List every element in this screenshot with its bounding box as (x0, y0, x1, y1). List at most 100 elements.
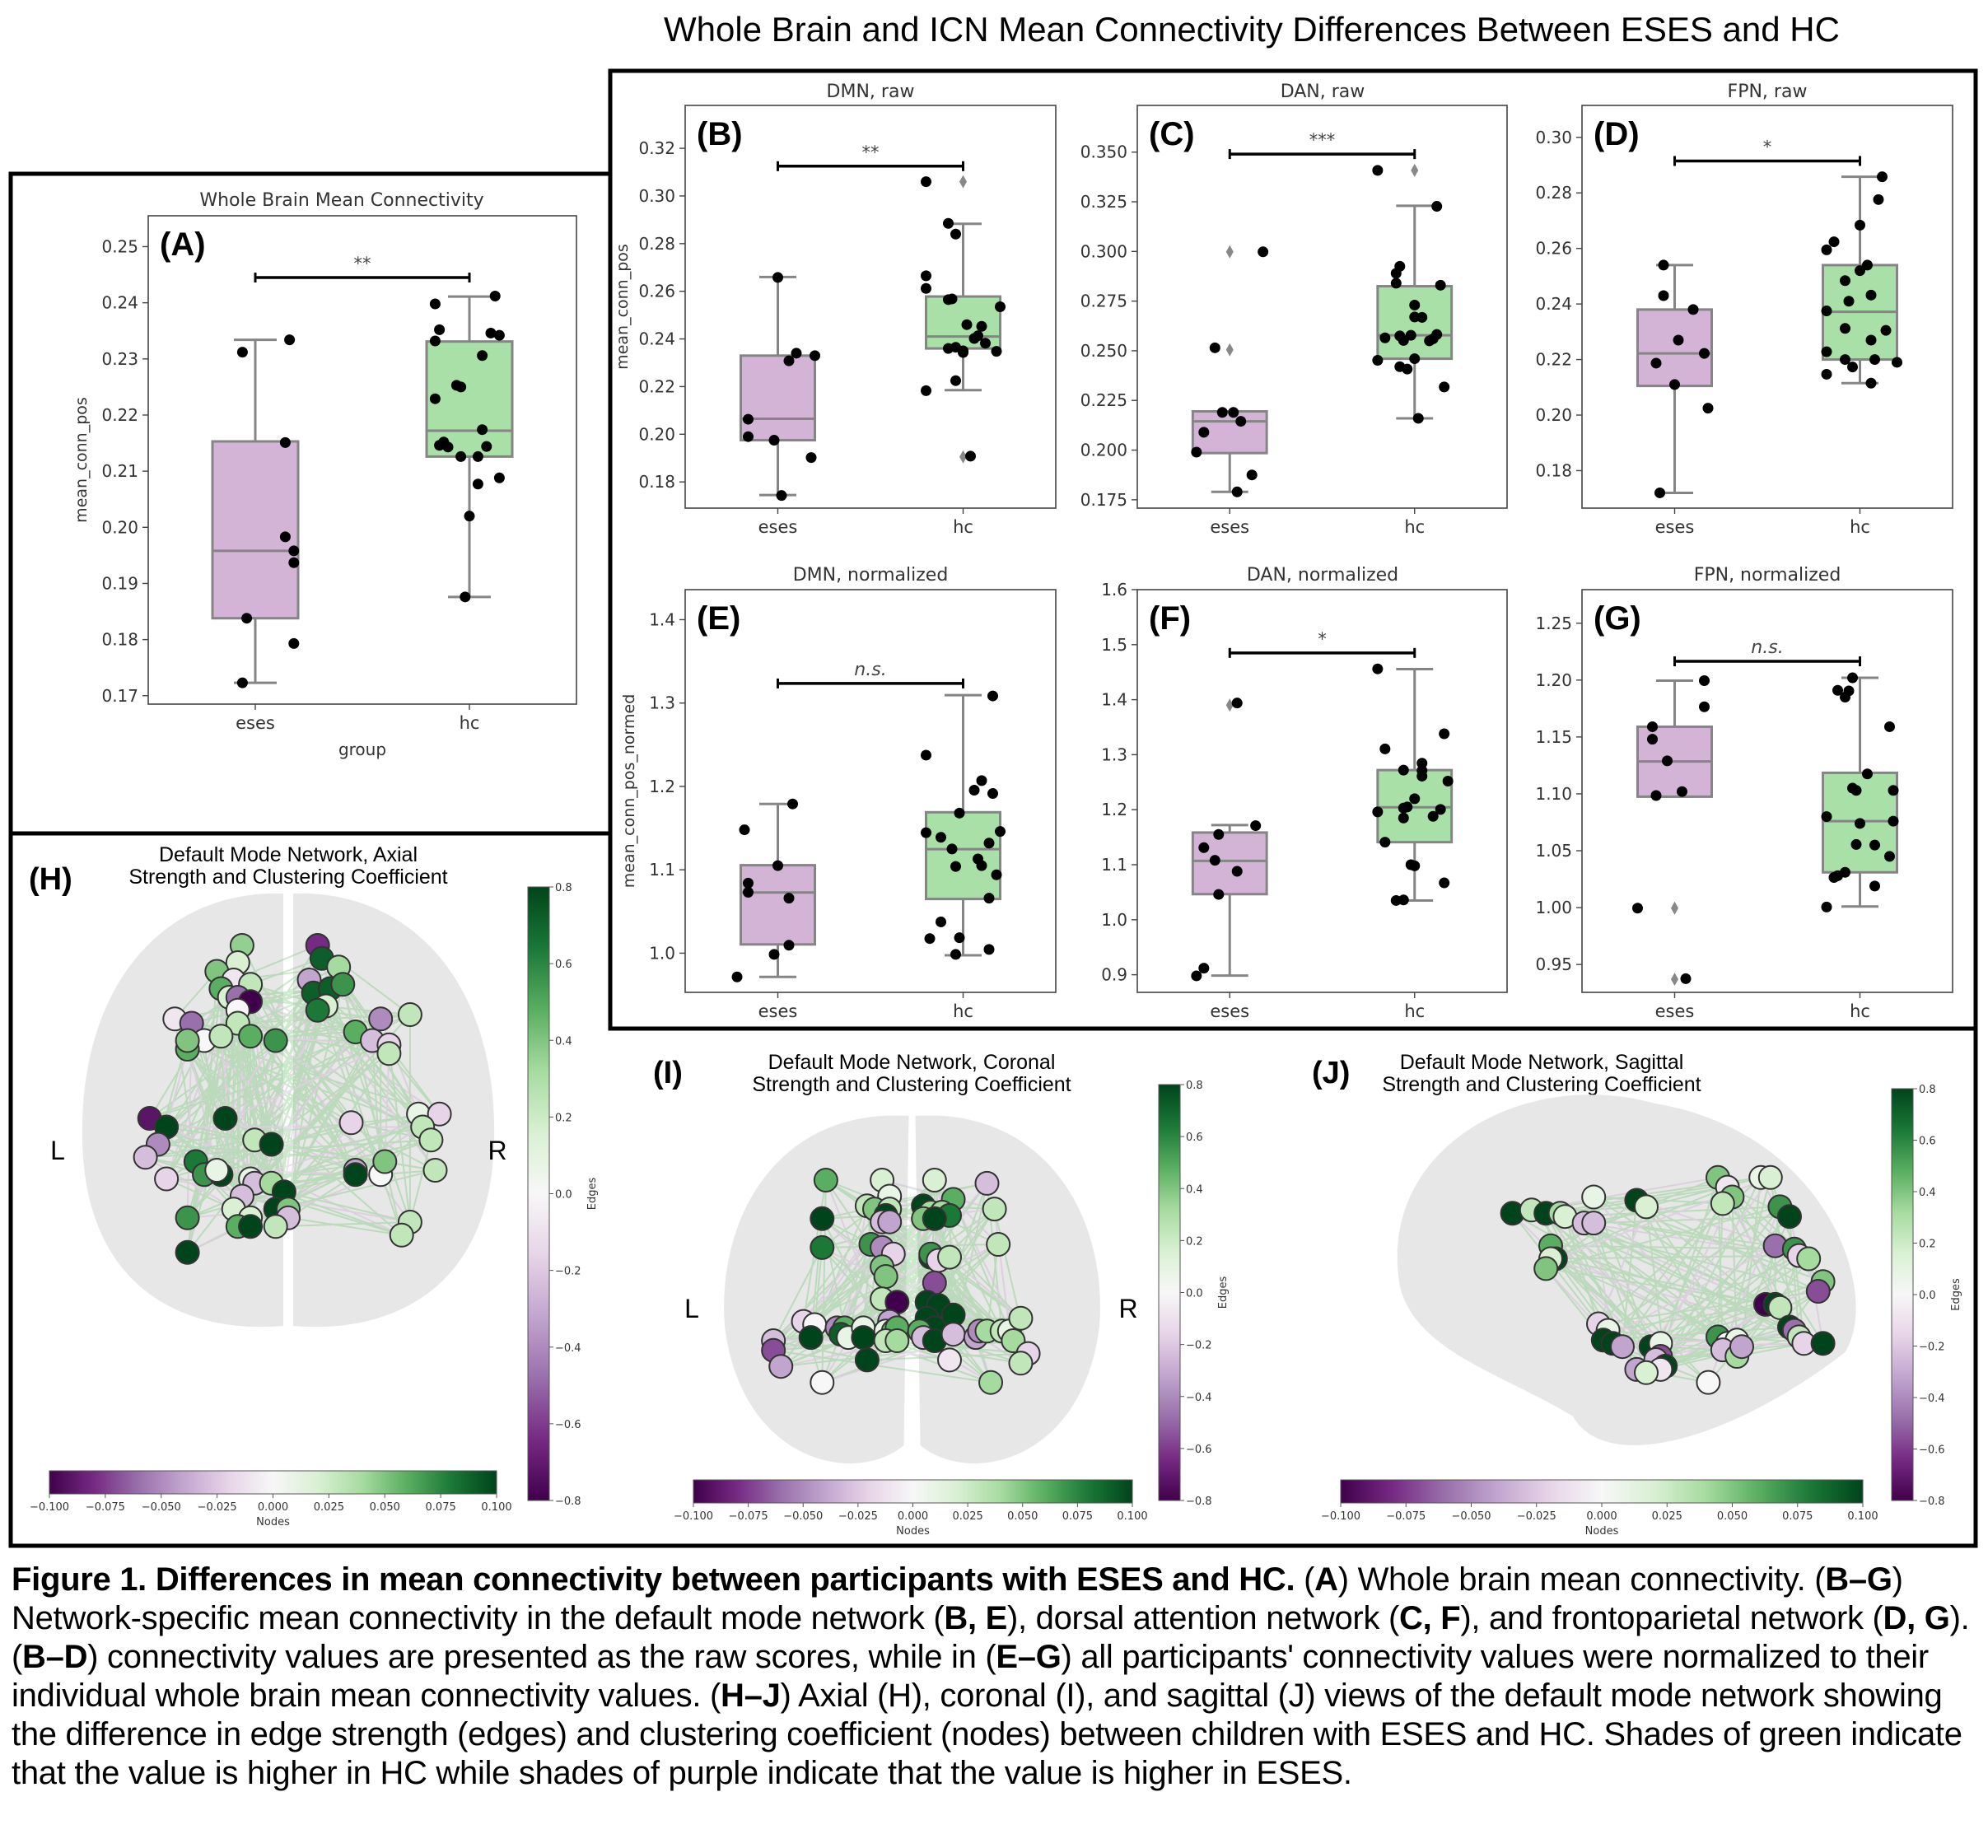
network-subtitle: Strength and Clustering Coefficient (1382, 1073, 1701, 1096)
edge (1593, 1222, 1780, 1309)
node (1581, 1211, 1607, 1236)
data-point (485, 327, 497, 338)
y-tick-label: 0.30 (638, 186, 675, 206)
data-point (1402, 363, 1413, 375)
colorbar-tick-label: 0.050 (370, 1501, 400, 1514)
colorbar-tick-label: 0.025 (314, 1501, 344, 1514)
data-point (434, 324, 446, 335)
node (974, 1170, 1000, 1196)
colorbar-label: Nodes (1585, 1525, 1619, 1538)
edge (802, 1218, 924, 1323)
edge (1555, 1258, 1710, 1384)
node (1008, 1305, 1034, 1331)
plot-title: DAN, normalized (1247, 565, 1398, 586)
data-point (288, 557, 300, 568)
y-tick-label: 0.30 (1535, 128, 1572, 147)
data-point (783, 940, 795, 951)
plot-title: DMN, raw (827, 82, 915, 102)
data-point (1662, 755, 1673, 767)
edge (157, 1113, 440, 1146)
edge (237, 996, 352, 1123)
data-point (1821, 368, 1832, 380)
edge (166, 1023, 239, 1179)
edge (271, 1143, 356, 1171)
edge (270, 1006, 327, 1184)
node (810, 1234, 835, 1260)
edge (216, 1010, 319, 1171)
edge (889, 1221, 936, 1284)
node (768, 1354, 794, 1379)
node (305, 997, 330, 1023)
edge (930, 1211, 992, 1384)
edge (203, 1018, 381, 1175)
significance-label: *** (1309, 130, 1336, 150)
brain-sagittal (1397, 1094, 1856, 1445)
node (343, 1162, 368, 1188)
panel-c: DAN, raw 0.175 0.200 0.225 0.250 0.275 0.300 0.… (1080, 82, 1508, 537)
colorbar-tick-label: 0.0 (1186, 1288, 1203, 1300)
edge (274, 1040, 373, 1210)
data-point (936, 832, 946, 843)
colorbar-gradient (1158, 1084, 1181, 1501)
edge (316, 1010, 423, 1128)
edge (1636, 1199, 1719, 1337)
data-point (1840, 323, 1850, 334)
panel-label: (I) (653, 1056, 683, 1090)
colorbar-tick-label: 0.6 (555, 959, 572, 971)
data-point (961, 319, 973, 330)
data-point (1821, 244, 1832, 255)
node (884, 1328, 910, 1353)
colorbar-tick-label: −0.075 (86, 1501, 125, 1514)
node (873, 1264, 898, 1289)
edge (254, 1044, 390, 1184)
data-point (1862, 259, 1873, 271)
colorbar-label: Nodes (896, 1525, 930, 1538)
x-tick-label: eses (1655, 1001, 1695, 1021)
data-point (1409, 299, 1421, 310)
box-eses (211, 338, 300, 684)
y-tick-label: 0.350 (1080, 142, 1127, 162)
y-tick-label: 1.1 (649, 860, 675, 880)
data-point (1840, 275, 1850, 287)
edge (1550, 1254, 1799, 1260)
node (798, 1325, 824, 1351)
edge (274, 1039, 357, 1175)
edge (1550, 1258, 1799, 1338)
data-point (1416, 758, 1428, 769)
edge (187, 1039, 436, 1171)
edge (821, 1247, 992, 1384)
data-point (1869, 839, 1880, 851)
colorbar-tick-label: 0.4 (555, 1035, 572, 1048)
edge (187, 1039, 423, 1128)
data-point (455, 450, 467, 462)
node (372, 1149, 398, 1174)
data-point (1677, 786, 1687, 797)
data-point (958, 347, 968, 358)
edge (166, 945, 319, 1180)
box-iqr (211, 440, 300, 620)
edge-colorbar: 0.8 0.6 0.4 0.2 0.0 −0.2 −0.4 −0.6 −0.8 Edges (1891, 1084, 1962, 1508)
data-point (772, 272, 783, 283)
data-point (921, 282, 931, 294)
edge (157, 1031, 357, 1146)
y-tick-label: 0.20 (101, 517, 138, 537)
y-tick-label: 0.24 (638, 329, 675, 349)
edge (1550, 1186, 1728, 1260)
data-point (1439, 381, 1450, 393)
data-point (950, 375, 961, 386)
colorbar-label: Edges (1217, 1276, 1230, 1309)
caption-segment: ), dorsal attention network ( (1007, 1600, 1399, 1636)
edge (216, 979, 310, 1171)
panel-f: DAN, normalized 0.9 1.0 1.1 1.2 1.3 1.4 1.5 1.6 e… (1101, 565, 1508, 1021)
edge (1550, 1245, 1652, 1347)
edge (821, 1218, 887, 1342)
data-point (1855, 818, 1865, 829)
node (1767, 1295, 1793, 1320)
y-tick-label: 0.95 (1535, 954, 1572, 974)
edge (1583, 1222, 1662, 1357)
box-iqr (740, 864, 816, 946)
colorbar-tick-label: 0.050 (1007, 1510, 1038, 1523)
edge (1622, 1200, 1638, 1347)
edge-colorbar: 0.8 0.6 0.4 0.2 0.0 −0.2 −0.4 −0.6 −0.8 Edges (1158, 1080, 1230, 1508)
